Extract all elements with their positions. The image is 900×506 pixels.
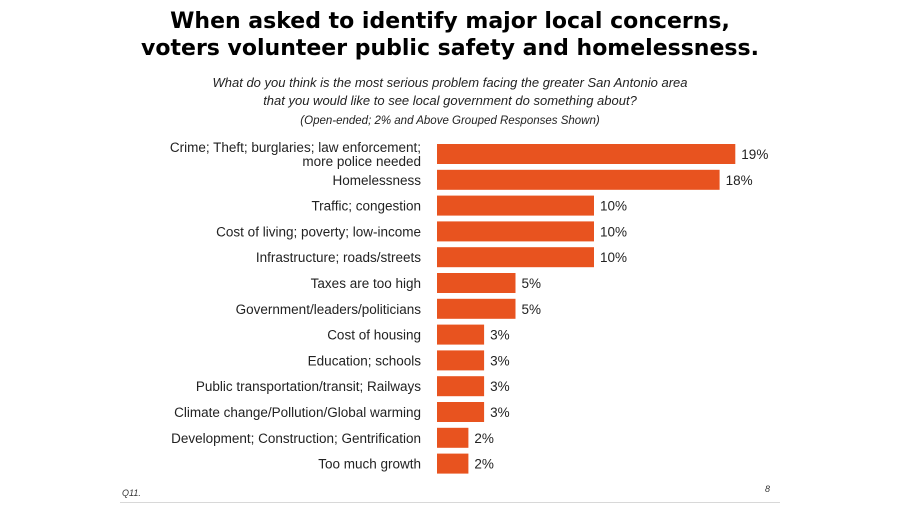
category-label-8: Education; schools [308,353,422,368]
data-label-4: 10% [600,250,627,265]
category-label-10: Climate change/Pollution/Global warming [174,405,421,420]
chart-title-line-1: When asked to identify major local conce… [170,9,730,34]
bar-2 [437,195,594,216]
bar-11 [437,427,469,448]
data-label-12: 2% [474,457,494,472]
category-label-4: Infrastructure; roads/streets [256,250,421,265]
bar-10 [437,402,485,422]
chart-title: When asked to identify major local conce… [0,8,900,62]
survey-question-line-1: What do you think is the most serious pr… [212,75,688,90]
category-label-0-line-1: more police needed [302,154,421,169]
question-id: Q11. [122,488,141,498]
category-label-3: Cost of living; poverty; low-income [216,224,421,239]
category-label-11: Development; Construction; Gentrificatio… [171,431,421,446]
survey-question: What do you think is the most serious pr… [0,74,900,110]
page-number: 8 [765,484,771,494]
category-label-2: Traffic; congestion [311,199,421,214]
category-label-0-line-0: Crime; Theft; burglaries; law enforcemen… [170,140,421,155]
survey-note: (Open-ended; 2% and Above Grouped Respon… [300,115,600,127]
category-label-7: Cost of housing [327,328,421,343]
data-label-11: 2% [474,431,494,446]
bar-6 [437,298,516,319]
data-label-6: 5% [522,302,542,317]
category-label-12: Too much growth [318,457,421,472]
bar-0 [437,144,736,164]
bar-4 [437,247,594,268]
bar-7 [437,324,485,345]
data-label-2: 10% [600,199,627,214]
category-label-5: Taxes are too high [311,276,421,291]
bar-1 [437,169,720,190]
bar-12 [437,453,469,474]
bar-3 [437,221,594,242]
data-label-10: 3% [490,405,510,420]
data-label-0: 19% [741,147,768,162]
data-label-9: 3% [490,379,510,394]
chart-title-line-2: voters volunteer public safety and homel… [141,36,759,61]
category-label-9: Public transportation/transit; Railways [196,379,421,394]
data-label-3: 10% [600,224,627,239]
bar-8 [437,350,485,371]
data-label-7: 3% [490,328,510,343]
survey-question-line-2: that you would like to see local governm… [263,93,637,108]
footer-divider [120,502,780,503]
category-label-6: Government/leaders/politicians [236,302,422,317]
bar-5 [437,273,516,293]
bar-9 [437,376,485,397]
data-label-1: 18% [726,173,753,188]
data-label-5: 5% [522,276,542,291]
category-label-1: Homelessness [332,173,421,188]
data-label-8: 3% [490,353,510,368]
